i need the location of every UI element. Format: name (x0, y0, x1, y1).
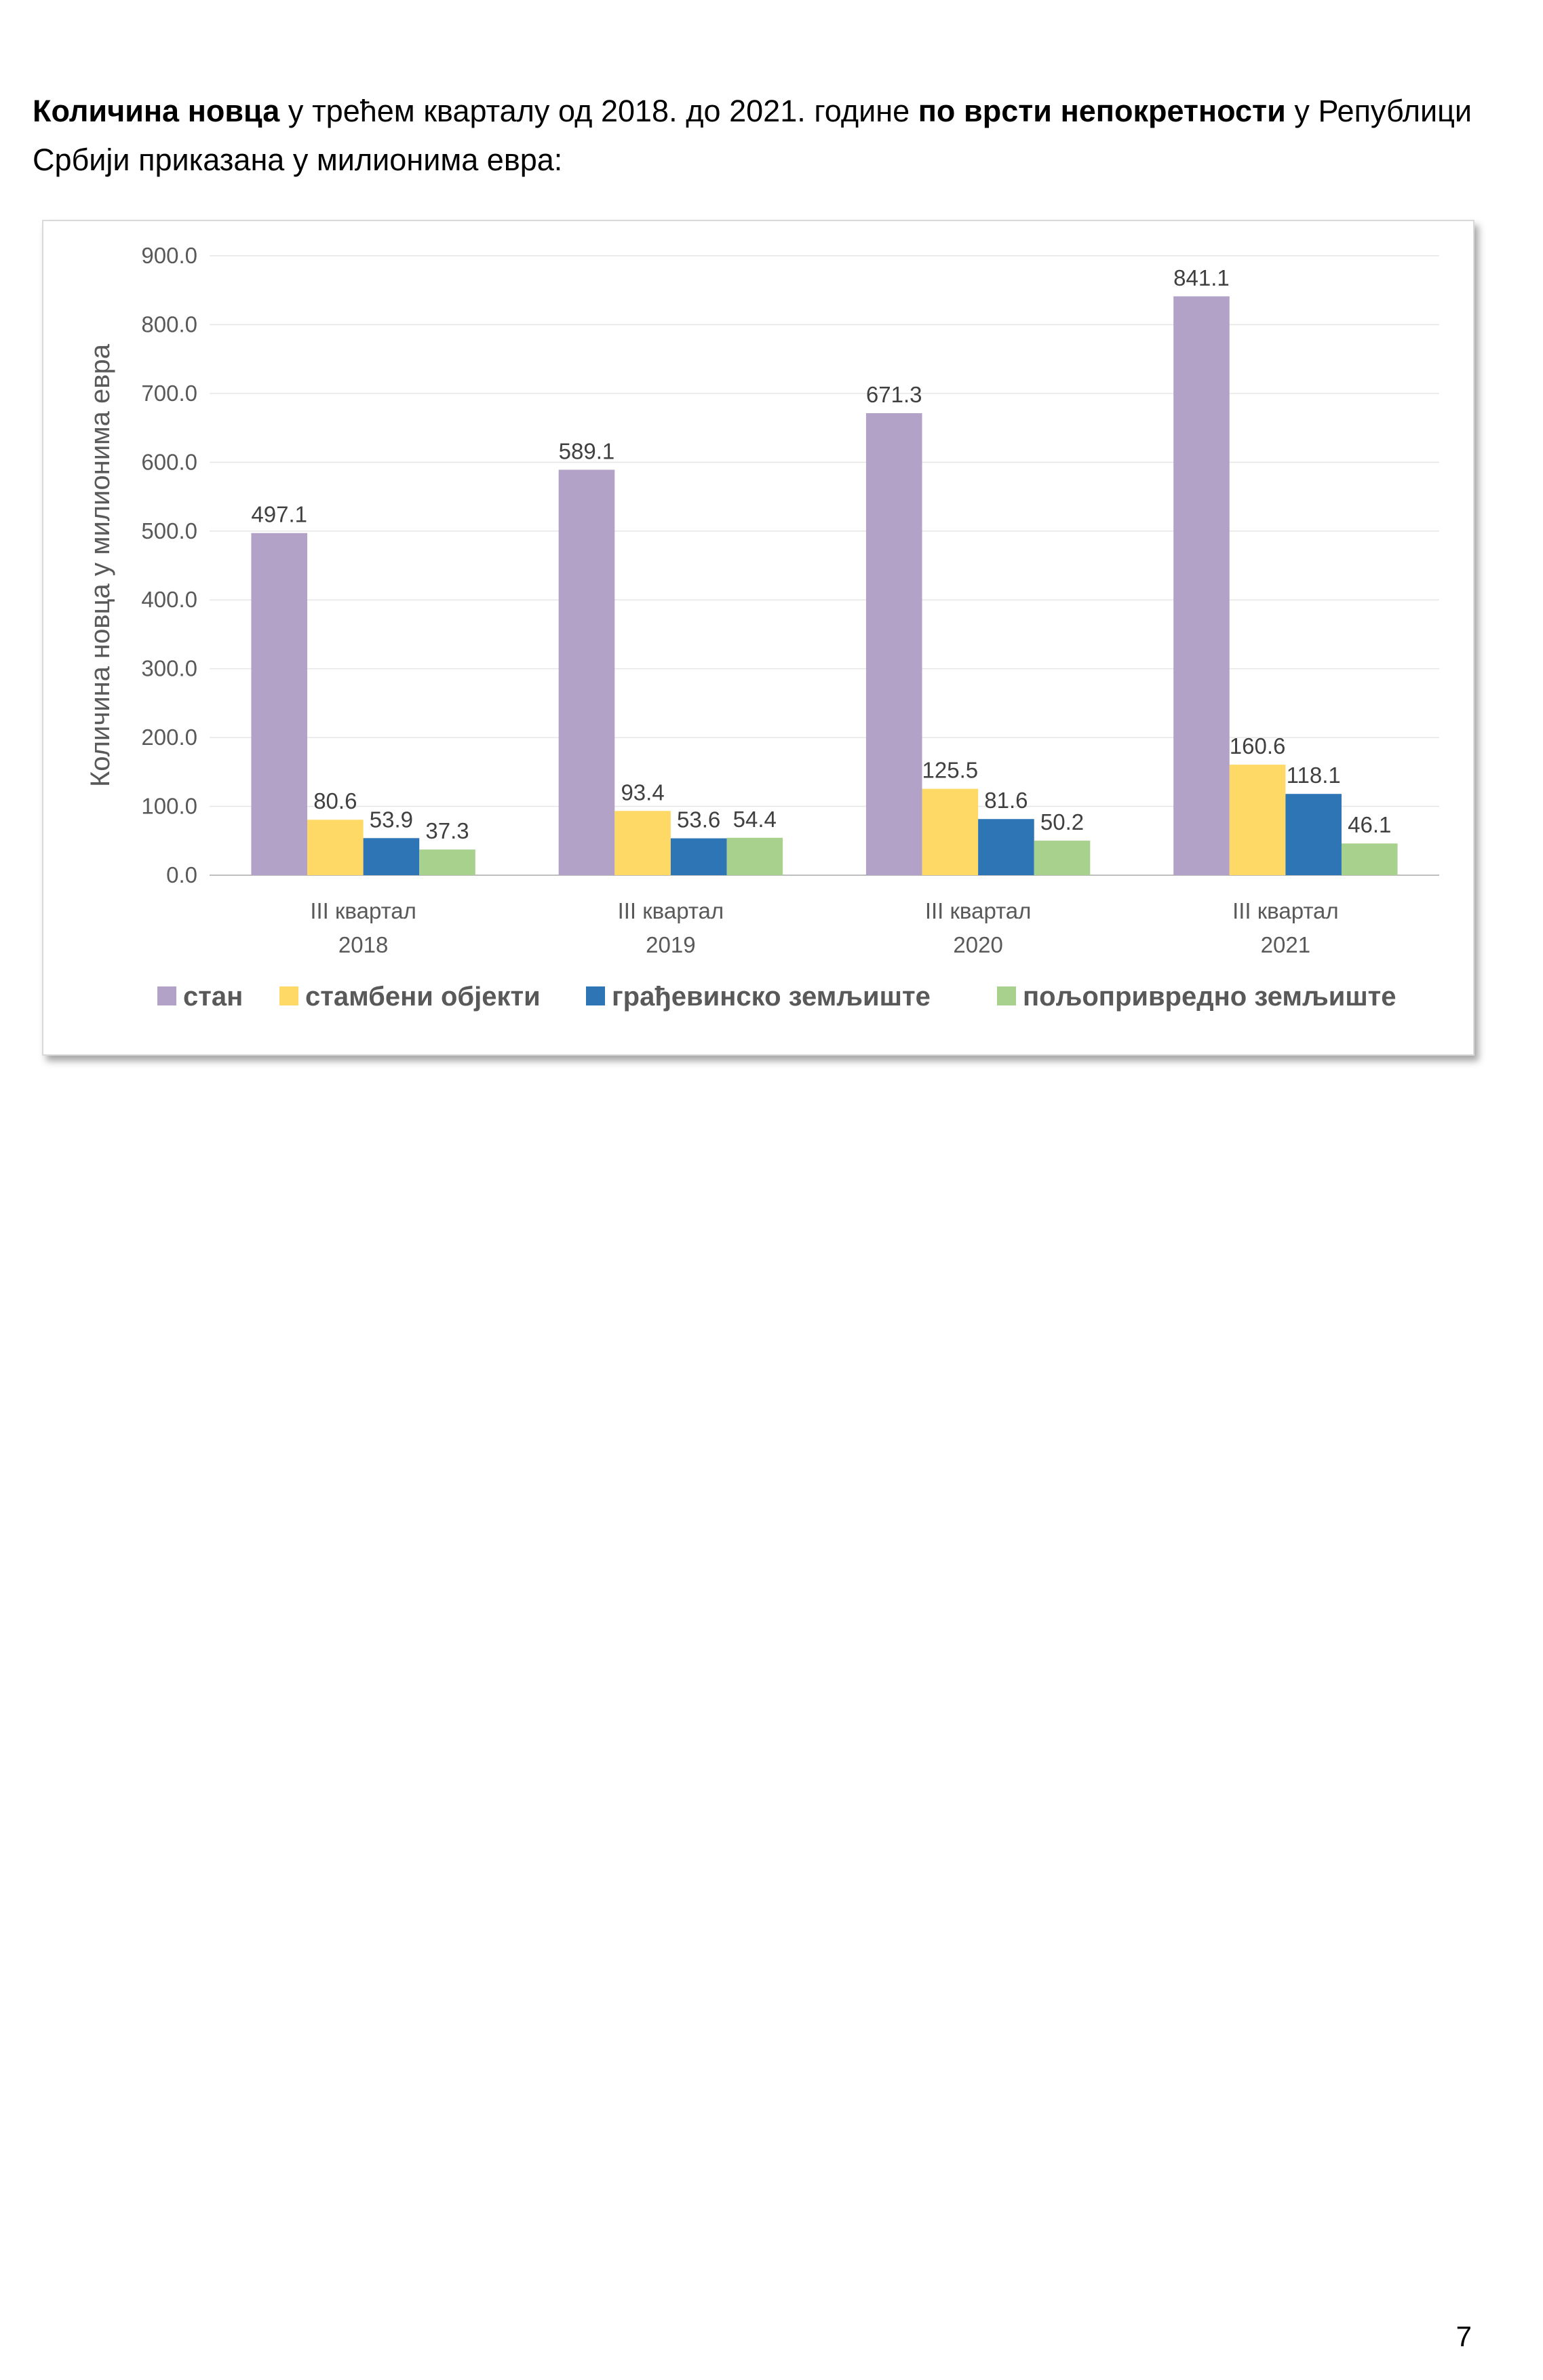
x-category-label: III квартал (618, 898, 724, 923)
data-label: 841.1 (1173, 265, 1230, 290)
legend-label: стамбени објекти (305, 982, 541, 1012)
x-category-label: 2019 (646, 932, 695, 957)
data-label: 53.9 (370, 807, 413, 832)
legend-swatch (586, 986, 605, 1005)
legend-swatch (997, 986, 1016, 1005)
y-tick-label: 600.0 (141, 449, 197, 474)
data-label: 589.1 (559, 438, 615, 463)
bar (307, 820, 364, 875)
chart-svg: 0.0 100.0 200.0 300.0 400.0 500.0 600.0 700.0 80… (85, 243, 1439, 1012)
y-axis-label: Количина новца у милионима евра (85, 343, 115, 787)
legend-label: стан (183, 982, 243, 1012)
x-category-label: III квартал (1232, 898, 1339, 923)
intro-text-4: у Републици Србији приказана у милионима… (33, 94, 1472, 177)
bar (1341, 843, 1398, 875)
bar (614, 811, 671, 875)
x-category-label: 2020 (953, 932, 1002, 957)
bar-chart: 0.0 100.0 200.0 300.0 400.0 500.0 600.0 700.0 80… (42, 220, 1474, 1056)
bar (670, 838, 727, 875)
data-label: 46.1 (1348, 812, 1391, 837)
intro-bold-1: Количина новца (33, 94, 280, 128)
legend-swatch (157, 986, 176, 1005)
x-category-label: III квартал (310, 898, 416, 923)
y-tick-label: 0.0 (166, 862, 197, 887)
y-tick-label: 500.0 (141, 518, 197, 543)
intro-text: Количина новца у трећем кварталу од 2018… (33, 87, 1472, 185)
data-label: 53.6 (677, 807, 720, 832)
y-tick-label: 400.0 (141, 587, 197, 612)
x-category-label: 2018 (338, 932, 388, 957)
data-label: 118.1 (1287, 763, 1341, 788)
bar (1229, 765, 1286, 875)
bar (726, 837, 783, 875)
y-tick-label: 800.0 (141, 311, 197, 337)
y-tick-label: 700.0 (141, 381, 197, 406)
y-tick-label: 100.0 (141, 794, 197, 819)
data-label: 125.5 (922, 758, 979, 783)
data-label: 160.6 (1230, 733, 1286, 759)
bar (251, 533, 308, 875)
y-tick-label: 200.0 (141, 725, 197, 750)
x-category-label: III квартал (925, 898, 1032, 923)
intro-bold-2: по врсти непокретности (918, 94, 1286, 128)
bar (1173, 296, 1230, 875)
data-label: 497.1 (251, 502, 307, 527)
data-label: 54.4 (733, 807, 777, 832)
y-tick-label: 300.0 (141, 656, 197, 681)
bar (363, 838, 420, 875)
data-label: 80.6 (313, 788, 357, 813)
data-label: 671.3 (866, 382, 922, 407)
legend-label: пољопривредно земљиште (1023, 982, 1396, 1012)
data-label: 81.6 (984, 788, 1028, 813)
legend-label: грађевинско земљиште (612, 982, 931, 1012)
legend-swatch (279, 986, 298, 1005)
bar (558, 469, 615, 875)
intro-text-2: у трећем кварталу од 2018. до 2021. годи… (279, 94, 918, 128)
x-category-label: 2021 (1261, 932, 1310, 957)
data-label: 93.4 (621, 780, 664, 805)
bar (1285, 794, 1342, 875)
page-number: 7 (1456, 2320, 1472, 2352)
bar (419, 849, 475, 875)
bar (865, 413, 922, 875)
y-tick-label: 900.0 (141, 243, 197, 268)
data-label: 50.2 (1040, 809, 1084, 834)
bar (1034, 841, 1091, 875)
data-label: 37.3 (425, 818, 469, 843)
bar (922, 788, 979, 875)
bar (978, 819, 1034, 875)
